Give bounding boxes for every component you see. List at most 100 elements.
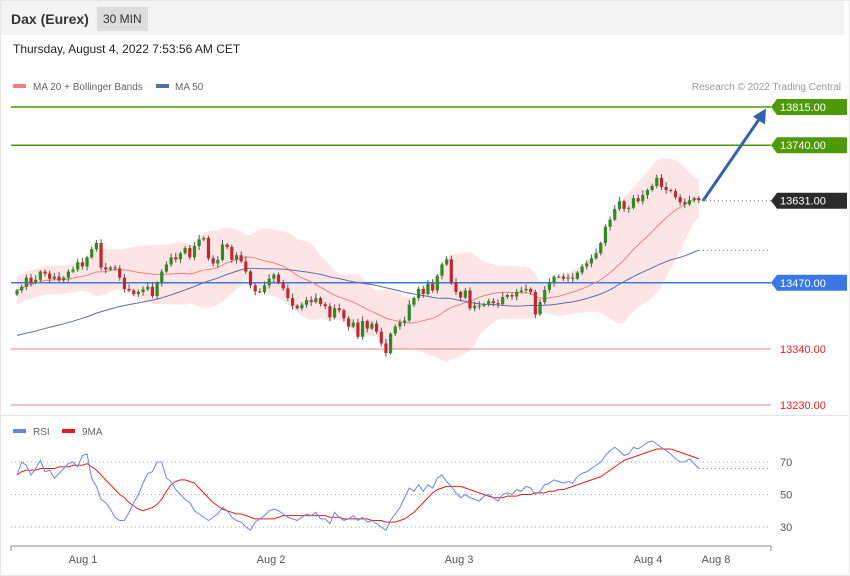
candle-body: [575, 272, 579, 279]
candle-body: [374, 323, 379, 332]
x-tick-label: Aug 8: [702, 554, 731, 566]
candle: [66, 269, 70, 282]
candle: [225, 243, 229, 250]
candle: [407, 300, 411, 322]
candle-body: [533, 291, 537, 315]
rsi-legend-label: RSI: [33, 427, 50, 438]
candle: [183, 245, 187, 255]
candle: [150, 282, 155, 299]
candle-body: [501, 297, 505, 305]
candle-body: [645, 190, 650, 196]
candle: [262, 281, 267, 295]
rsi-legend-swatch: [13, 429, 26, 433]
candle-body: [244, 261, 248, 272]
candle: [155, 281, 159, 300]
candle-body: [150, 286, 155, 297]
candle: [515, 288, 519, 301]
candle: [664, 182, 668, 194]
candle-body: [519, 290, 523, 292]
candle: [594, 248, 598, 260]
x-tick-label: Aug 1: [69, 554, 98, 566]
candle-body: [669, 190, 673, 192]
candle: [692, 196, 696, 203]
candle-body: [473, 305, 477, 309]
candle: [178, 251, 183, 264]
candle: [169, 253, 173, 267]
candle-body: [197, 239, 201, 247]
candle: [533, 289, 537, 319]
candle-body: [216, 259, 220, 264]
candle-body: [258, 291, 262, 293]
candle-body: [206, 237, 211, 259]
candle: [342, 308, 346, 322]
candle: [543, 286, 547, 305]
candle-body: [225, 244, 229, 248]
candle-body: [155, 282, 159, 297]
candle-body: [71, 269, 75, 272]
candle-body: [80, 262, 84, 267]
candle-body: [403, 320, 407, 323]
candle: [15, 288, 19, 297]
candle: [571, 273, 575, 283]
candle-body: [90, 249, 94, 258]
candle-body: [99, 243, 103, 268]
candle-body: [253, 285, 257, 292]
candle: [314, 293, 318, 304]
candle-body: [164, 264, 169, 272]
candle-body: [659, 177, 664, 187]
candle-body: [463, 290, 467, 298]
candle-body: [356, 322, 360, 337]
candle: [547, 278, 551, 293]
interval-button[interactable]: 30 MIN: [97, 7, 148, 31]
candle: [510, 292, 514, 300]
candle: [38, 270, 42, 283]
candle: [141, 286, 145, 296]
candle: [80, 257, 84, 270]
candle: [48, 270, 52, 283]
candle-body: [230, 247, 234, 260]
candle: [239, 251, 243, 263]
candle-body: [52, 276, 56, 279]
candle: [552, 275, 556, 287]
candle: [34, 275, 38, 285]
ma20-legend-swatch: [13, 84, 26, 88]
candle-body: [496, 303, 500, 305]
candle-body: [370, 323, 374, 329]
candle: [608, 216, 612, 231]
candle-body: [421, 288, 425, 294]
candle-body: [687, 200, 692, 205]
candle: [374, 320, 379, 334]
candle: [645, 188, 650, 199]
level-label: 13470.00: [780, 278, 826, 290]
candle: [445, 256, 449, 266]
panel-divider: [1, 415, 848, 416]
candle-body: [692, 198, 696, 201]
candle: [585, 260, 589, 270]
candle-body: [538, 302, 542, 315]
candle: [174, 252, 178, 263]
rsi-ma-legend-label: 9MA: [82, 427, 103, 438]
candle-body: [664, 186, 668, 191]
candle-body: [417, 288, 421, 299]
candle-body: [384, 343, 388, 354]
candle-body: [599, 243, 603, 254]
candle: [501, 292, 505, 306]
candle: [678, 194, 682, 206]
candle-body: [295, 305, 299, 309]
projection-arrow-head: [753, 108, 766, 125]
candle: [683, 198, 687, 209]
candle: [519, 286, 523, 294]
candle-body: [655, 177, 659, 186]
candle-body: [323, 304, 327, 307]
ma50-legend-label: MA 50: [175, 82, 204, 93]
candle-body: [239, 255, 243, 262]
x-tick-label: Aug 3: [445, 554, 474, 566]
candle-body: [34, 279, 38, 283]
candle-body: [608, 219, 612, 227]
candle: [164, 261, 169, 274]
candle: [659, 173, 664, 191]
candle-body: [62, 277, 66, 281]
candle-body: [174, 257, 178, 260]
candle: [669, 188, 673, 193]
